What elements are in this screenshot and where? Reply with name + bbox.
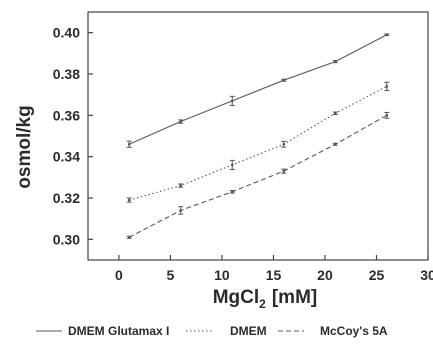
x-tick-label: 15: [266, 267, 282, 283]
series-layer: [126, 33, 390, 239]
plot-area: [87, 11, 429, 261]
x-tick-label: 5: [167, 267, 175, 283]
data-point: [179, 120, 183, 123]
series-1: [126, 81, 390, 203]
y-axis-title: osmol/kg: [14, 105, 35, 188]
plot-border: [87, 11, 429, 261]
x-axis-title-subscript: 2: [259, 297, 266, 311]
series-line: [128, 34, 388, 145]
x-axis-title-main: MgCl: [213, 287, 259, 308]
data-point: [333, 60, 337, 63]
data-point: [230, 163, 234, 167]
y-tick-label: 0.38: [53, 66, 80, 82]
data-point: [127, 198, 131, 202]
data-point: [179, 184, 183, 187]
data-point: [385, 33, 389, 37]
x-tick-label: 10: [214, 267, 230, 283]
data-point: [385, 114, 389, 117]
y-axis-ticks: 0.30 0.32 0.34 0.36 0.38 0.40: [53, 25, 93, 247]
x-tick-label: 0: [115, 267, 123, 283]
legend-label: DMEM: [230, 324, 267, 338]
x-tick-label: 25: [369, 267, 385, 283]
y-tick-label: 0.40: [53, 25, 80, 41]
data-point: [282, 169, 286, 173]
y-tick-label: 0.32: [53, 190, 80, 206]
series-line: [129, 85, 388, 201]
y-tick-label: 0.30: [53, 231, 80, 247]
x-axis-title-unit: [mM]: [272, 287, 317, 308]
y-tick-label: 0.34: [53, 149, 80, 165]
series-line: [128, 114, 388, 238]
data-point: [230, 99, 234, 103]
x-axis-title: MgCl2 [mM]: [213, 287, 318, 311]
legend-item: DMEM Glutamax I: [36, 324, 169, 338]
legend-item: McCoy's 5A: [278, 324, 388, 338]
x-tick-label: 30: [420, 267, 433, 283]
x-tick-label: 20: [317, 267, 333, 283]
data-point: [333, 142, 337, 146]
legend: DMEM Glutamax I DMEM McCoy's 5A: [36, 324, 388, 338]
legend-item: DMEM: [186, 324, 267, 338]
legend-label: DMEM Glutamax I: [68, 324, 169, 338]
series-0: [126, 33, 390, 148]
data-point: [230, 190, 234, 194]
data-point: [282, 142, 286, 146]
data-point: [385, 85, 389, 88]
y-tick-label: 0.36: [53, 107, 80, 123]
data-point: [179, 209, 183, 212]
data-point: [127, 235, 131, 239]
legend-label: McCoy's 5A: [320, 324, 388, 338]
x-axis-ticks: 0 5 10 15 20 25 30: [115, 255, 433, 283]
data-point: [127, 142, 131, 146]
series-2: [126, 111, 390, 239]
data-point: [333, 111, 337, 115]
data-point: [282, 78, 286, 82]
